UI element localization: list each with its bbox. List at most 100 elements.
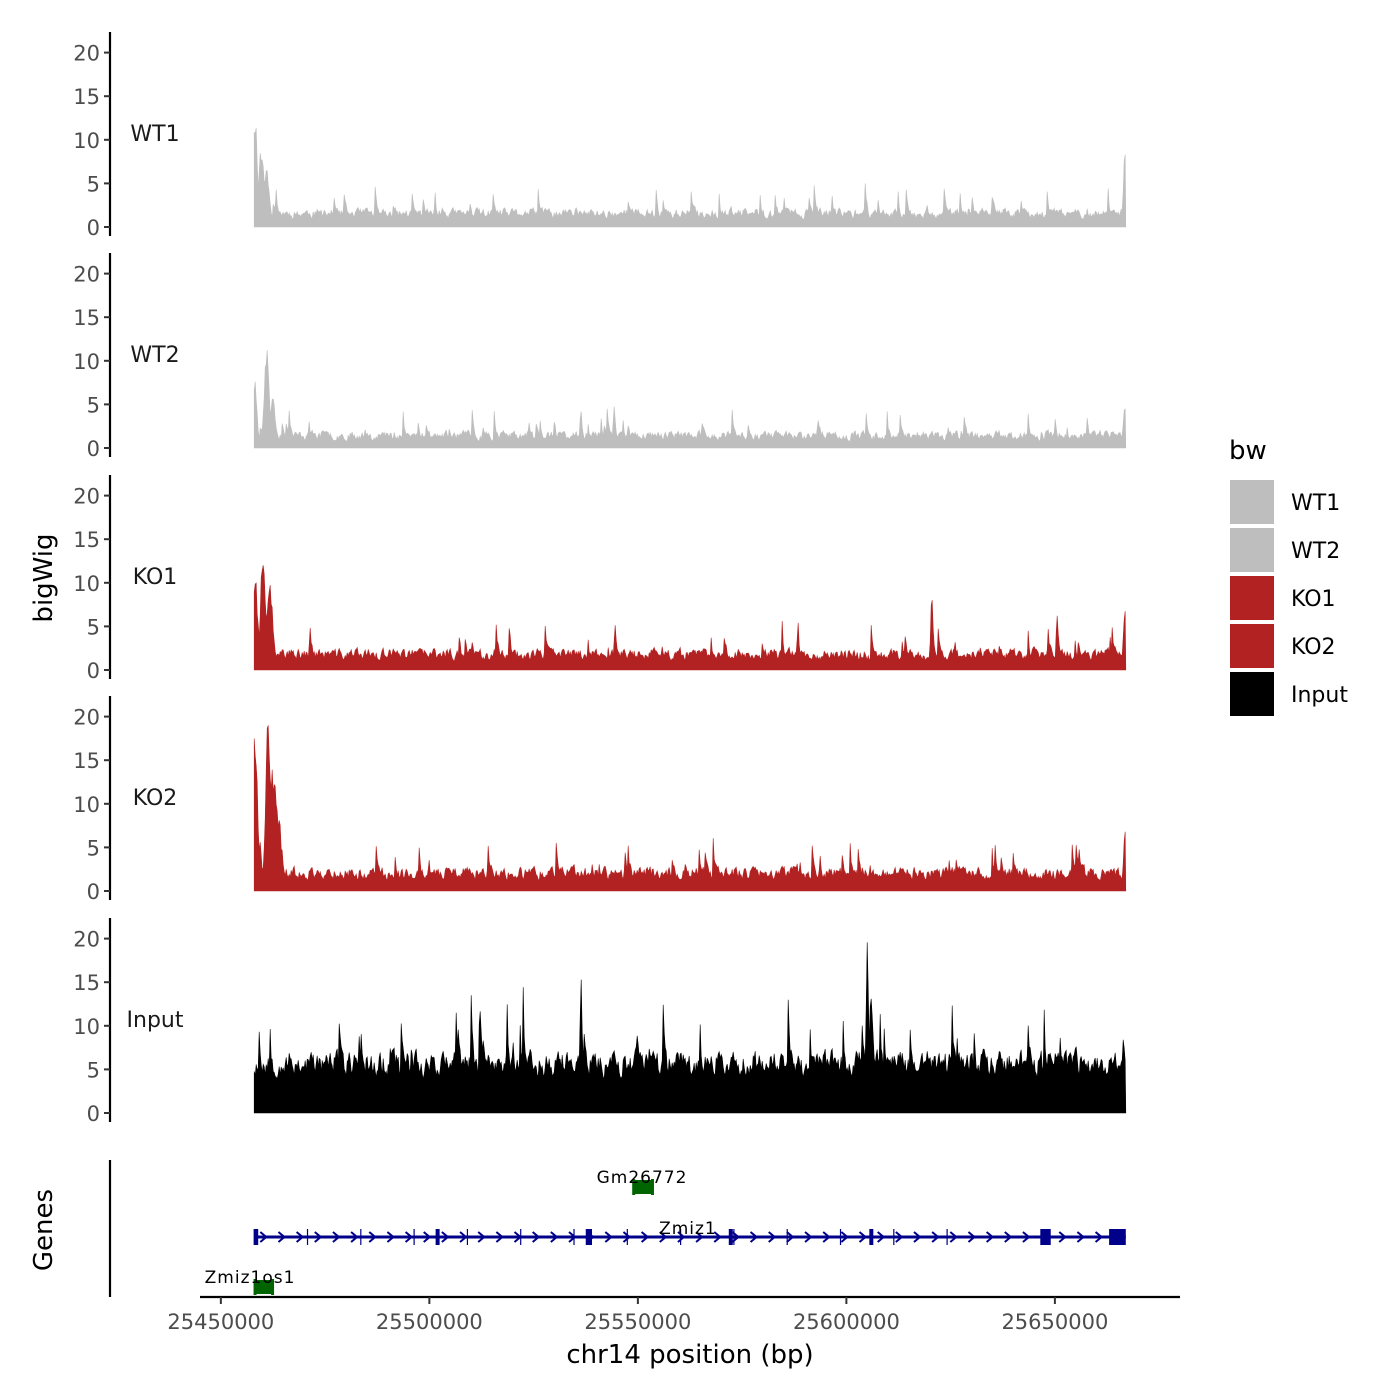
signal-area-WT1 [253,128,1127,228]
y-tick-label-KO2-20: 20 [73,706,100,730]
gene-strand-chevron-Zmiz1 [314,1231,323,1243]
y-tick-label-Input-20: 20 [73,928,100,952]
y-tick-label-WT2-0: 0 [87,437,100,461]
y-tick-label-WT2-5: 5 [87,393,100,417]
legend-key-KO2 [1230,624,1274,668]
y-tick-label-KO2-0: 0 [87,880,100,904]
gene-strand-chevron-Zmiz1 [532,1231,541,1243]
signal-area-Input [253,942,1127,1114]
gene-strand-chevron-Zmiz1 [822,1231,831,1243]
gene-strand-chevron-Zmiz1 [386,1231,395,1243]
gene-label-Zmiz1os1: Zmiz1os1 [205,1268,296,1288]
gene-exon-Zmiz1os1 [255,1280,273,1294]
gene-strand-chevron-Zmiz1 [659,1231,668,1243]
track-Input: 0 5 10 15 20 Input [73,918,1127,1126]
y-tick-label-WT2-15: 15 [73,306,100,330]
gene-exon-Zmiz1-5 [1040,1229,1051,1245]
gene-label-Zmiz1: Zmiz1 [659,1219,717,1239]
x-tick-label-2: 25550000 [584,1310,691,1334]
y-tick-label-WT2-20: 20 [73,263,100,287]
gene-strand-chevron-Zmiz1 [840,1231,849,1243]
y-tick-label-WT1-10: 10 [73,129,100,153]
y-tick-label-WT1-15: 15 [73,85,100,109]
gene-strand-chevron-Zmiz1 [786,1231,795,1243]
gene-strand-chevron-Zmiz1 [368,1231,377,1243]
x-tick-label-0: 25450000 [167,1310,274,1334]
gene-strand-chevron-Zmiz1 [877,1231,886,1243]
gene-strand-chevron-Zmiz1 [1022,1231,1031,1243]
gene-exon-Zmiz1-1 [435,1229,440,1245]
gene-strand-chevron-Zmiz1 [949,1231,958,1243]
track-KO1: 0 5 10 15 20 KO1 [73,475,1127,683]
x-tick-label-4: 25650000 [1001,1310,1108,1334]
y-tick-label-KO1-5: 5 [87,615,100,639]
gene-strand-chevron-Zmiz1 [332,1231,341,1243]
gene-strand-chevron-Zmiz1 [423,1231,432,1243]
gene-strand-chevron-Zmiz1 [1076,1231,1085,1243]
legend-key-WT2 [1230,528,1274,572]
gene-strand-chevron-Zmiz1 [768,1231,777,1243]
track-label-KO1: KO1 [133,565,178,590]
legend-label-WT1: WT1 [1291,491,1340,516]
y-tick-label-KO1-0: 0 [87,659,100,683]
track-label-WT2: WT2 [130,343,179,368]
gene-Zmiz1os1: Zmiz1os1 [205,1268,296,1295]
y-tick-label-WT1-0: 0 [87,216,100,240]
gene-strand-chevron-Zmiz1 [1094,1231,1104,1243]
legend-key-KO1 [1230,576,1274,620]
y-tick-label-KO2-15: 15 [73,749,100,773]
y-tick-label-KO2-5: 5 [87,836,100,860]
x-tick-label-3: 25600000 [793,1310,900,1334]
signal-area-KO1 [253,565,1127,671]
gene-strand-chevron-Zmiz1 [931,1231,940,1243]
gene-exon-Zmiz1-2 [585,1229,592,1245]
track-KO2: 0 5 10 15 20 KO2 [73,696,1127,904]
track-WT1: 0 5 10 15 20 WT1 [73,32,1127,240]
track-label-WT1: WT1 [130,122,179,147]
gene-strand-chevron-Zmiz1 [277,1231,287,1243]
gene-strand-chevron-Zmiz1 [804,1231,813,1243]
genes-axis-label: Genes [29,1189,59,1271]
gene-exon-Zmiz1-3 [728,1229,733,1245]
y-tick-label-WT1-5: 5 [87,172,100,196]
signal-area-KO2 [253,725,1127,892]
y-tick-label-KO1-15: 15 [73,528,100,552]
gene-strand-chevron-Zmiz1 [677,1231,686,1243]
gene-panel: Gm26772 Zmiz1 Zmiz1os1 [108,1160,1126,1297]
gene-exon-Zmiz1-4 [869,1229,874,1245]
gene-strand-chevron-Zmiz1 [295,1231,305,1243]
y-tick-label-Input-10: 10 [73,1015,100,1039]
gene-strand-chevron-Zmiz1 [1004,1231,1013,1243]
legend: bw WT1 WT2 KO1 KO2 Input [1229,436,1348,716]
gene-strand-chevron-Zmiz1 [1058,1231,1067,1243]
gene-strand-chevron-Zmiz1 [404,1231,414,1243]
gene-strand-chevron-Zmiz1 [985,1231,995,1243]
x-tick-label-1: 25500000 [376,1310,483,1334]
gene-exon-Zmiz1-0 [254,1229,259,1245]
gene-strand-chevron-Zmiz1 [913,1231,922,1243]
y-tick-label-Input-5: 5 [87,1058,100,1082]
legend-key-Input [1230,672,1274,716]
gene-strand-chevron-Zmiz1 [259,1231,268,1243]
y-tick-label-WT2-10: 10 [73,350,100,374]
y-tick-label-KO2-10: 10 [73,793,100,817]
gene-strand-chevron-Zmiz1 [604,1231,613,1243]
signal-area-WT2 [253,350,1127,449]
gene-Zmiz1: Zmiz1 [253,1219,1126,1245]
track-label-KO2: KO2 [133,786,178,811]
track-label-Input: Input [127,1008,184,1033]
y-tick-label-Input-15: 15 [73,971,100,995]
y-tick-label-KO1-20: 20 [73,485,100,509]
x-axis-label: chr14 position (bp) [566,1340,813,1370]
gene-strand-chevron-Zmiz1 [350,1231,359,1243]
y-tick-label-Input-0: 0 [87,1102,100,1126]
gene-exon-Gm26772 [633,1180,653,1194]
gene-strand-chevron-Zmiz1 [568,1231,577,1243]
gene-strand-chevron-Zmiz1 [858,1231,868,1243]
gene-strand-chevron-Zmiz1 [459,1231,468,1243]
y-tick-label-WT1-20: 20 [73,42,100,66]
gene-strand-chevron-Zmiz1 [967,1231,977,1243]
gene-strand-chevron-Zmiz1 [441,1231,450,1243]
gene-strand-chevron-Zmiz1 [895,1231,904,1243]
gene-strand-chevron-Zmiz1 [550,1231,559,1243]
